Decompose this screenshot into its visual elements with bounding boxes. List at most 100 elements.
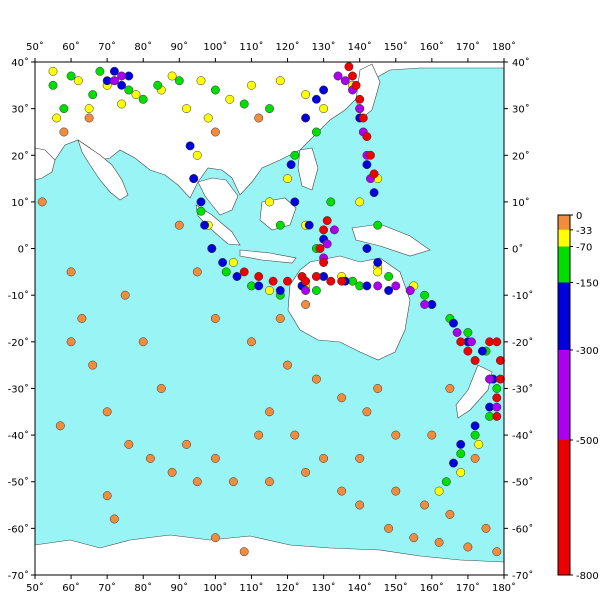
quake-point: [355, 453, 365, 463]
quake-point: [196, 197, 206, 207]
map-panel: [34, 61, 505, 576]
quake-point: [492, 402, 502, 412]
quake-point: [463, 542, 473, 552]
lat-tick-label: 30˚: [512, 104, 530, 116]
quake-point: [109, 66, 119, 76]
quake-point: [265, 197, 274, 207]
quake-point: [337, 486, 347, 496]
quake-point: [470, 430, 480, 440]
quake-point: [102, 491, 112, 501]
quake-point: [88, 360, 98, 370]
quake-point: [131, 90, 141, 100]
quake-point: [340, 76, 350, 86]
quake-point: [124, 85, 134, 95]
lon-tick-label: 50˚: [26, 41, 44, 53]
quake-point: [477, 346, 487, 356]
quake-point: [492, 411, 502, 421]
quake-point: [355, 500, 365, 510]
lat-tick-label: 0˚: [512, 244, 523, 256]
quake-point: [311, 272, 321, 281]
quake-point: [384, 286, 394, 295]
quake-point: [225, 94, 235, 104]
quake-point: [369, 169, 379, 179]
quake-point: [495, 374, 505, 384]
quake-point: [449, 458, 458, 468]
quake-point: [384, 272, 394, 281]
quake-point: [420, 500, 430, 510]
quake-point: [355, 104, 365, 114]
lat-tick-label: -30˚: [8, 383, 29, 395]
new-zealand-landmass: [455, 364, 493, 419]
depth-colorbar: 0 -33 -70 -150 -300 -500 -800: [557, 211, 599, 582]
lon-tick-label: 80˚: [134, 582, 152, 594]
quake-point: [192, 150, 202, 160]
quake-point: [319, 453, 329, 463]
quake-point: [495, 356, 505, 365]
quake-point: [301, 90, 311, 100]
lat-tick-label: -50˚: [512, 477, 533, 489]
map-frame: [34, 61, 505, 576]
quake-point: [239, 267, 249, 277]
quake-point: [362, 407, 372, 417]
quake-point: [265, 104, 274, 114]
quake-point: [290, 197, 300, 207]
quake-point: [275, 76, 285, 86]
lat-tick-label: 40˚: [11, 57, 29, 69]
quake-point: [167, 467, 177, 477]
lon-tick-label: 70˚: [98, 582, 116, 594]
quake-point: [485, 374, 495, 384]
lon-tick-label: 110˚: [239, 582, 263, 594]
quake-point: [434, 486, 444, 496]
quake-point: [167, 71, 177, 81]
lon-tick-label: 180˚: [492, 582, 516, 594]
quake-point: [355, 94, 365, 104]
lon-tick-label: 140˚: [348, 582, 372, 594]
quake-point: [254, 272, 264, 281]
quake-point: [254, 430, 264, 440]
quake-point: [362, 281, 372, 291]
quake-point: [456, 449, 466, 459]
latitude-axis-right: 40˚ 30˚ 20˚ 10˚ 0˚ -10˚ -20˚ -30˚ -40˚ -50˚ -60˚ -7…: [504, 57, 533, 582]
quake-point: [200, 220, 210, 230]
quake-point: [120, 290, 130, 300]
longitude-axis-top: 50˚ 60˚ 70˚ 80˚ 90˚ 100˚ 110˚ 120˚ 130˚ 140˚ 150˚ 1…: [26, 41, 516, 62]
lat-tick-label: -10˚: [8, 290, 29, 302]
quake-point: [102, 407, 112, 417]
quake-point: [192, 267, 202, 277]
quake-point: [153, 80, 163, 90]
quake-point: [362, 160, 372, 170]
lon-tick-label: 170˚: [456, 582, 480, 594]
quake-point: [470, 421, 480, 431]
colorbar-tick-label: -150: [576, 279, 599, 290]
lon-tick-label: 60˚: [62, 41, 80, 53]
quake-point: [301, 276, 311, 286]
colorbar-band: [558, 215, 570, 230]
quake-point: [369, 188, 379, 198]
lon-tick-label: 150˚: [384, 41, 408, 53]
quake-point: [373, 267, 383, 277]
quake-point: [66, 71, 76, 81]
colorbar-band: [558, 440, 570, 575]
quake-point: [210, 85, 220, 95]
quake-point: [322, 216, 332, 226]
quake-point: [290, 430, 300, 440]
quake-point: [239, 99, 249, 109]
quake-point: [283, 276, 292, 286]
lon-tick-label: 130˚: [312, 582, 336, 594]
quake-point: [210, 453, 220, 463]
quake-point: [203, 113, 213, 123]
colorbar-tick-label: -70: [576, 243, 592, 254]
quake-point: [311, 286, 321, 295]
quake-point: [467, 337, 476, 347]
quake-point: [185, 141, 195, 151]
quake-point: [55, 421, 65, 431]
quake-point: [492, 384, 502, 393]
quake-point: [210, 314, 220, 323]
quake-point: [319, 258, 329, 267]
quake-point: [182, 439, 191, 449]
quake-point: [351, 80, 361, 90]
quake-point: [254, 113, 264, 123]
quake-point: [283, 360, 292, 370]
lat-tick-label: -40˚: [512, 430, 533, 442]
quake-point: [196, 206, 206, 216]
